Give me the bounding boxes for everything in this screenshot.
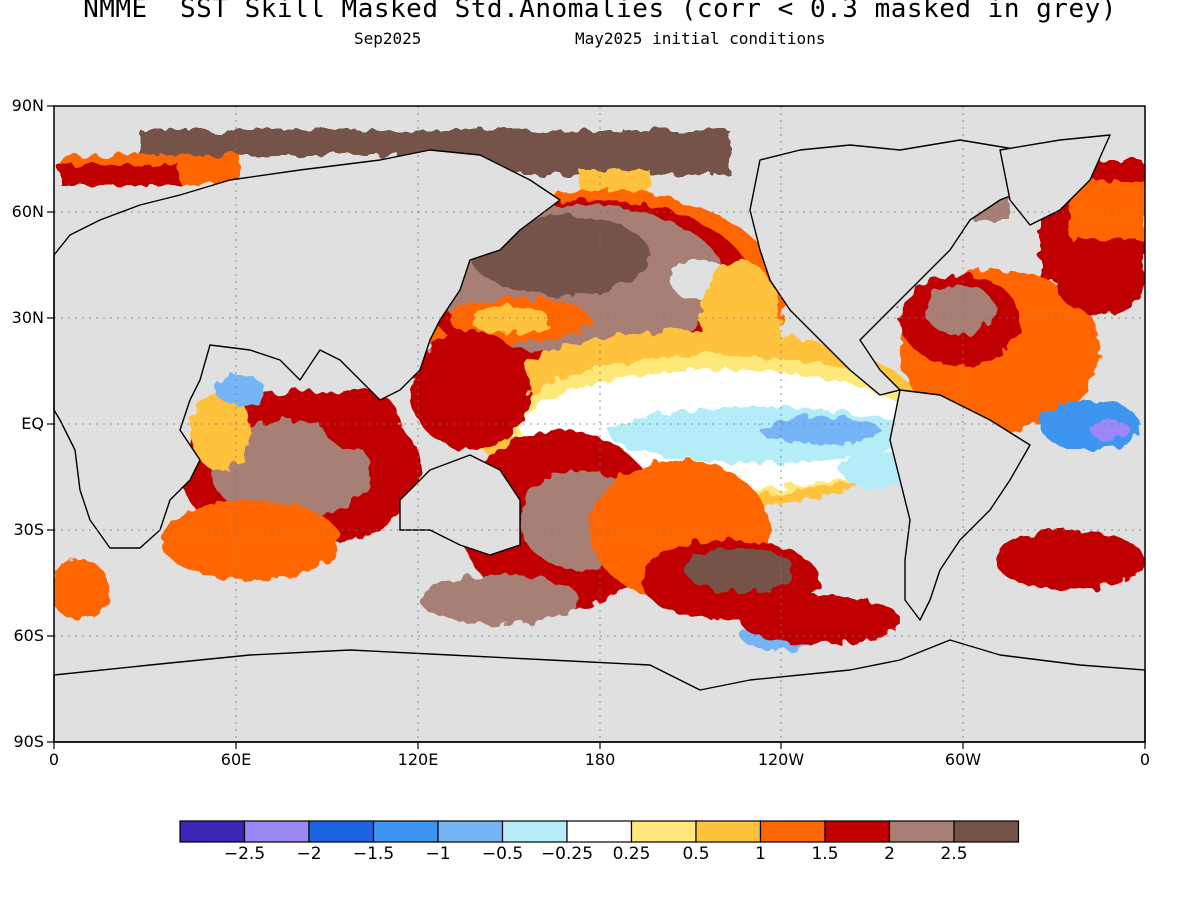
lon-label: 180 — [584, 750, 616, 769]
lat-label: 30N — [11, 308, 44, 327]
colorbar-label: 1.5 — [811, 844, 839, 864]
lon-label: 60W — [944, 750, 982, 769]
atlantic-anomaly — [900, 245, 1145, 450]
lon-label: 120W — [757, 750, 805, 769]
colorbar-label: −2.5 — [223, 844, 266, 864]
africa-eurasia — [53, 149, 561, 549]
colorbar-label: 2 — [884, 844, 895, 864]
colorbar-label: −1.5 — [352, 844, 395, 864]
colorbar-swatch — [695, 820, 762, 843]
colorbar-swatch — [243, 820, 310, 843]
indian-ocean-anomaly — [160, 375, 420, 580]
colorbar-swatch — [888, 820, 955, 843]
colorbar-swatch — [566, 820, 633, 843]
lat-label: 90S — [13, 732, 44, 751]
gridlines — [54, 106, 1145, 742]
colorbar-swatch — [824, 820, 891, 843]
colorbar-label: −0.25 — [540, 844, 594, 864]
lon-label: 0 — [1139, 750, 1151, 769]
colorbar-swatch — [759, 820, 826, 843]
colorbar-swatch — [501, 820, 568, 843]
lat-label: 60S — [13, 626, 44, 645]
colorbar-swatch — [308, 820, 375, 843]
lat-label: 30S — [13, 520, 44, 539]
initial-conditions: May2025 initial conditions — [575, 29, 826, 48]
chart-title: NMME SST Skill Masked Std.Anomalies (cor… — [83, 0, 1117, 24]
colorbar — [179, 820, 1020, 843]
colorbar-label: 2.5 — [940, 844, 968, 864]
south-america — [889, 389, 1031, 621]
colorbar-swatch — [630, 820, 697, 843]
greenland — [999, 134, 1111, 226]
colorbar-swatch — [953, 820, 1020, 843]
lon-label: 120E — [397, 750, 439, 769]
colorbar-label: 0.25 — [612, 844, 651, 864]
colorbar-label: 0.5 — [682, 844, 710, 864]
colorbar-swatch — [372, 820, 439, 843]
colorbar-label: −2 — [296, 844, 322, 864]
lon-label: 60E — [220, 750, 252, 769]
north-america — [749, 139, 1051, 396]
colorbar-label: −0.5 — [481, 844, 524, 864]
colorbar-swatch — [437, 820, 504, 843]
forecast-month: Sep2025 — [354, 29, 422, 48]
lat-label: 60N — [11, 202, 44, 221]
colorbar-label: −1 — [425, 844, 451, 864]
lon-label: 0 — [48, 750, 60, 769]
southern-ocean-anomaly — [54, 530, 1145, 650]
land-masses — [53, 134, 1146, 743]
colorbar-label: 1 — [755, 844, 766, 864]
lat-label: 90N — [11, 96, 44, 115]
colorbar-swatch — [179, 820, 246, 843]
lat-label: EQ — [21, 414, 44, 433]
